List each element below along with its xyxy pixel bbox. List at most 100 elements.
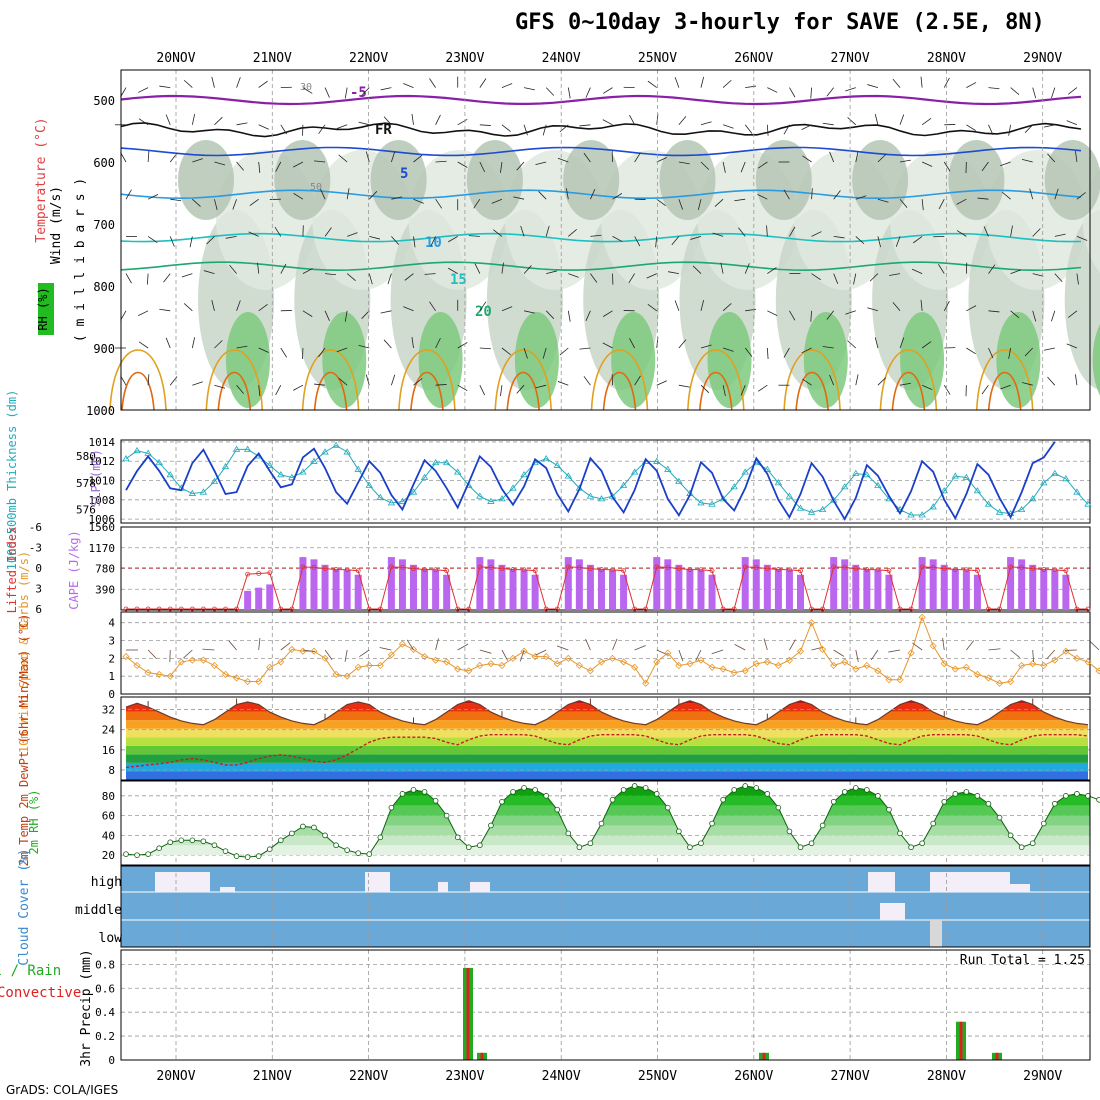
wind-barb (802, 155, 812, 163)
wind-barb (338, 377, 348, 386)
cape-bar (443, 574, 451, 610)
cloud-bar-high (930, 872, 1010, 892)
rh-marker (1007, 832, 1014, 839)
cape-bar (531, 574, 539, 610)
cape-tick: 1560 (89, 521, 116, 534)
surface-wind-barb (833, 649, 845, 657)
wind-barb (811, 273, 821, 281)
isotherm-loop (121, 371, 155, 411)
wind-barb (411, 337, 414, 349)
lifted-index-marker (643, 606, 649, 612)
thickness-marker (387, 499, 396, 506)
thickness-marker (664, 465, 672, 472)
wind-barb (647, 304, 657, 312)
wind-barb (169, 376, 178, 386)
wind-barb (988, 87, 1000, 90)
wind-barb (700, 384, 710, 394)
wind-barb (740, 161, 746, 173)
wind-speed-marker (1073, 654, 1081, 662)
wind-barb (826, 87, 834, 97)
lifted-index-marker (588, 566, 593, 571)
temperature-band (126, 720, 1088, 729)
thickness-marker (597, 495, 606, 502)
lifted-index-marker (787, 567, 792, 573)
wind-barb (745, 85, 757, 88)
rh-marker (366, 851, 373, 857)
wind-barb (899, 337, 905, 349)
thickness-marker (951, 472, 960, 479)
thickness-marker (1051, 469, 1059, 476)
wind-barb (690, 236, 702, 240)
cape-bar (586, 564, 594, 610)
surface-wind-barb (183, 649, 193, 659)
wind-barb (567, 310, 571, 322)
wind-barb (1032, 228, 1041, 237)
wind-barb (789, 87, 796, 98)
surface-wind-barb (634, 645, 646, 651)
lifted-index-marker (720, 606, 726, 612)
thickness-marker (719, 495, 727, 502)
precip-tick: 0 (108, 1054, 115, 1067)
wind-barb (1010, 269, 1022, 274)
wind-barb (457, 342, 468, 349)
wind-barb (413, 236, 416, 248)
rh-marker (808, 840, 815, 847)
wind-barb (214, 116, 223, 126)
lifted-index-marker (654, 564, 660, 570)
wind-barb (766, 225, 768, 237)
rh-marker (488, 822, 494, 829)
wind-barb (513, 196, 525, 200)
surface-wind-barb (1010, 649, 1021, 659)
thickness-marker (487, 497, 495, 504)
temperature-band (126, 711, 1088, 721)
rh-marker (178, 837, 185, 844)
cape-tick: 1170 (89, 542, 116, 555)
lifted-index-marker (963, 567, 969, 573)
rh-marker (1018, 844, 1025, 851)
lifted-index-marker (676, 566, 682, 571)
wind-barb (801, 124, 812, 130)
rh-marker (189, 837, 196, 844)
wind-barb (479, 124, 491, 126)
thickness-marker (509, 484, 517, 491)
isotherm-label: 20 (475, 304, 492, 320)
wind-barb (236, 384, 244, 394)
lifted-index-marker (775, 567, 781, 572)
wind-barb (125, 273, 132, 284)
thickness-marker (1029, 495, 1037, 502)
lifted-index-marker (1030, 566, 1036, 571)
wind-barb (1066, 120, 1078, 126)
rh-shading (948, 140, 1005, 220)
wind-barb (183, 79, 193, 88)
rh-band (126, 835, 1090, 846)
wind-speed-marker (244, 677, 252, 686)
lifted-index-marker (123, 606, 129, 612)
panel-cloud-cover (120, 865, 1091, 948)
cape-bar (741, 557, 749, 610)
wind-barb (966, 305, 977, 312)
wind-barb (523, 87, 535, 91)
cape-bar (973, 574, 981, 610)
thickness-marker (133, 446, 141, 454)
lifted-index-marker (831, 564, 837, 570)
thickness-marker (1084, 500, 1092, 507)
wind-speed-marker (653, 658, 661, 666)
wind-speed-marker (354, 663, 362, 671)
isotherm-loop (313, 371, 348, 411)
wind-barb (744, 263, 750, 274)
temperature-band (126, 737, 1088, 746)
wind-barb (361, 310, 370, 319)
cape-bar (1018, 559, 1026, 610)
wind-barb (826, 310, 834, 320)
wind-barb (1021, 382, 1033, 386)
wind-barb (1047, 153, 1056, 163)
wind-barb (365, 151, 370, 163)
wind-barb (877, 236, 881, 248)
wind-barb (542, 347, 547, 359)
cape-bar (476, 557, 484, 610)
isotherm-label: -5 (350, 85, 367, 101)
wind-barb (206, 236, 215, 245)
date-label-bottom: 22NOV (349, 1069, 388, 1084)
cape-bar (951, 569, 959, 610)
thickness-marker (619, 481, 628, 488)
